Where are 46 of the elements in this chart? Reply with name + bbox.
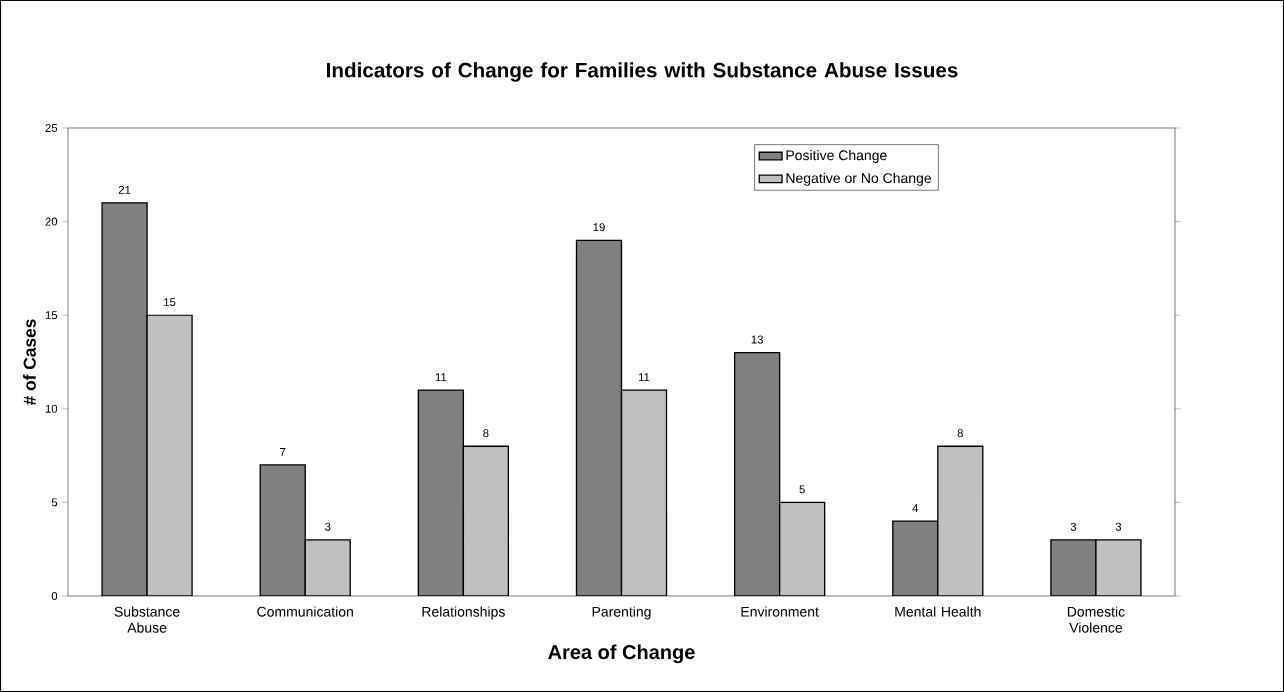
data-label: 7 (280, 448, 286, 456)
bar (304, 539, 351, 596)
data-label: 21 (118, 185, 131, 194)
legend-label: Negative or No Change (786, 172, 932, 186)
data-label: 8 (957, 429, 963, 438)
bar (417, 389, 465, 596)
bar (1095, 539, 1142, 596)
bar (937, 445, 984, 596)
data-label: 13 (751, 335, 763, 344)
y-axis-title: # of Cases (23, 319, 36, 406)
x-tick-label: Environment (741, 606, 819, 617)
data-label: 3 (1070, 522, 1077, 531)
bar (1050, 539, 1097, 596)
x-tick-label: Parenting (592, 606, 651, 620)
chart-title: Indicators of Change for Families with Substance Abuse Issues (327, 62, 958, 82)
bar (101, 202, 148, 596)
legend-label: Positive Change (786, 149, 887, 164)
data-label: 11 (435, 373, 447, 381)
bar (462, 445, 510, 596)
data-label: 8 (483, 429, 489, 438)
data-label: 5 (799, 485, 805, 494)
x-tick-label: Mental Health (895, 606, 981, 617)
data-label: 3 (1115, 522, 1122, 531)
bar (778, 501, 826, 596)
y-tick-label: 10 (45, 404, 58, 413)
x-tick-label: Communication (257, 606, 353, 617)
x-tick-label: Relationships (422, 606, 505, 620)
x-tick-label: Domestic Violence (1067, 606, 1125, 633)
y-tick-label: 0 (51, 592, 58, 600)
x-axis-title: Area of Change (548, 644, 695, 664)
bar (892, 520, 939, 596)
bar (733, 351, 781, 596)
y-tick-label: 5 (51, 498, 58, 507)
data-label: 4 (912, 504, 919, 513)
y-tick-label: 20 (45, 217, 58, 226)
data-label: 15 (164, 298, 176, 307)
bar (146, 314, 193, 596)
data-label: 3 (325, 522, 331, 531)
bar (575, 239, 623, 596)
y-tick-label: 25 (45, 123, 58, 132)
x-tick-label: Substance Abuse (114, 606, 180, 633)
bar (259, 464, 306, 596)
y-tick-label: 15 (45, 311, 58, 320)
data-label: 19 (593, 223, 605, 232)
bar (620, 389, 668, 596)
data-label: 11 (638, 373, 650, 381)
